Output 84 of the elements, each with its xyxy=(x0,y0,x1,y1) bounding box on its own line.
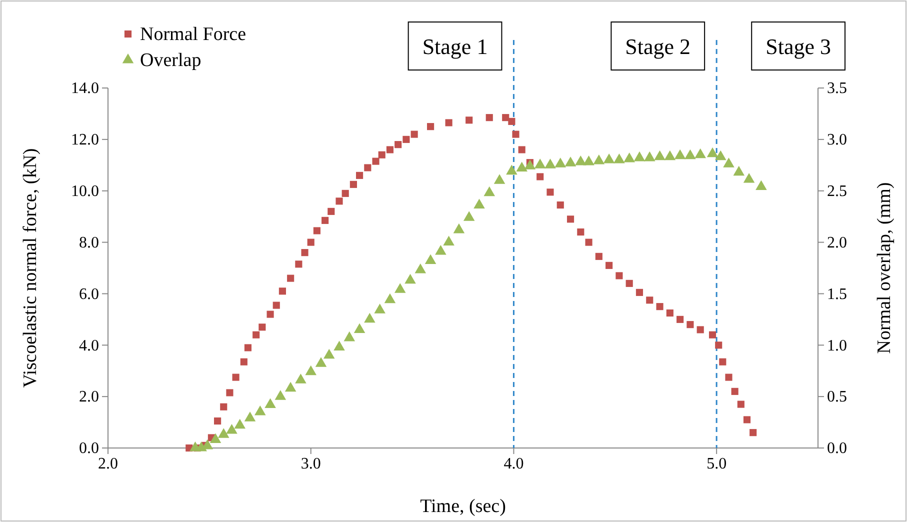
point xyxy=(435,245,446,255)
point xyxy=(364,312,376,323)
point xyxy=(463,211,475,221)
point xyxy=(494,174,506,184)
point xyxy=(614,153,625,164)
point xyxy=(374,304,386,314)
point xyxy=(284,382,296,392)
point xyxy=(474,198,485,209)
y2-tick-label: 3.0 xyxy=(827,132,847,149)
point xyxy=(743,173,755,183)
point xyxy=(334,340,345,350)
point xyxy=(575,156,586,166)
point xyxy=(453,223,465,234)
point xyxy=(424,254,436,264)
y-tick-label: 14.0 xyxy=(71,80,99,98)
point xyxy=(554,158,566,168)
point xyxy=(524,160,536,170)
point xyxy=(226,424,238,434)
y2-tick-label: 2.0 xyxy=(827,234,847,252)
text: Stage 2 xyxy=(625,34,691,59)
point xyxy=(756,180,767,190)
y-tick-label: 0.0 xyxy=(79,440,99,458)
point xyxy=(210,433,222,444)
point xyxy=(624,152,635,162)
point xyxy=(354,323,366,333)
point xyxy=(516,162,528,172)
point xyxy=(264,398,276,408)
x-tick-label: 5.0 xyxy=(706,455,727,472)
point xyxy=(654,150,666,160)
point xyxy=(564,156,576,166)
point xyxy=(295,374,306,384)
point xyxy=(274,390,286,400)
y-tick-label: 8.0 xyxy=(79,234,99,252)
point xyxy=(254,405,266,416)
y2-axis-title: Normal overlap, (mm) xyxy=(874,182,895,354)
point xyxy=(583,156,594,166)
y2-tick-label: 0.0 xyxy=(827,440,847,458)
point xyxy=(723,158,734,168)
point xyxy=(603,153,615,164)
point xyxy=(544,158,556,168)
point xyxy=(733,166,745,176)
y2-tick-label: 2.5 xyxy=(827,182,847,200)
point xyxy=(384,293,396,304)
x-axis-title: Time, (sec) xyxy=(420,496,506,517)
y2-tick-label: 1.0 xyxy=(827,337,847,354)
point xyxy=(634,151,646,162)
point xyxy=(404,274,416,284)
y-tick-label: 4.0 xyxy=(79,337,99,354)
point xyxy=(714,150,726,160)
point xyxy=(534,158,546,168)
text: Stage 3 xyxy=(766,34,831,59)
point xyxy=(664,150,676,160)
x-tick-label: 3.0 xyxy=(300,455,321,472)
point xyxy=(684,149,696,160)
y2-tick-label: 3.5 xyxy=(827,80,847,98)
legend-label: Normal Force xyxy=(140,24,246,45)
y-tick-label: 2.0 xyxy=(79,388,99,406)
point xyxy=(706,147,718,158)
y-tick-label: 10.0 xyxy=(71,182,99,200)
y-axis-title: Viscoelastic normal force, (kN) xyxy=(20,148,41,388)
legend-label: Overlap xyxy=(140,50,202,71)
text: Stage 1 xyxy=(422,34,488,59)
point xyxy=(506,164,518,175)
y2-tick-label: 0.5 xyxy=(827,388,847,406)
x-tick-label: 2.0 xyxy=(98,455,118,472)
point xyxy=(414,264,426,274)
y-tick-label: 6.0 xyxy=(79,286,99,303)
point xyxy=(305,365,316,376)
y2-tick-label: 1.5 xyxy=(827,286,847,303)
point xyxy=(674,149,686,160)
y-tick-label: 12.0 xyxy=(71,132,99,149)
point xyxy=(323,348,335,359)
point xyxy=(244,412,256,422)
point xyxy=(315,357,327,367)
point xyxy=(394,283,406,293)
point xyxy=(443,236,454,246)
point xyxy=(644,151,656,162)
point xyxy=(234,418,246,429)
point xyxy=(484,186,496,196)
point xyxy=(344,331,356,342)
point xyxy=(694,148,706,158)
point xyxy=(218,428,230,438)
x-tick-label: 4.0 xyxy=(504,455,524,472)
point xyxy=(593,154,605,164)
